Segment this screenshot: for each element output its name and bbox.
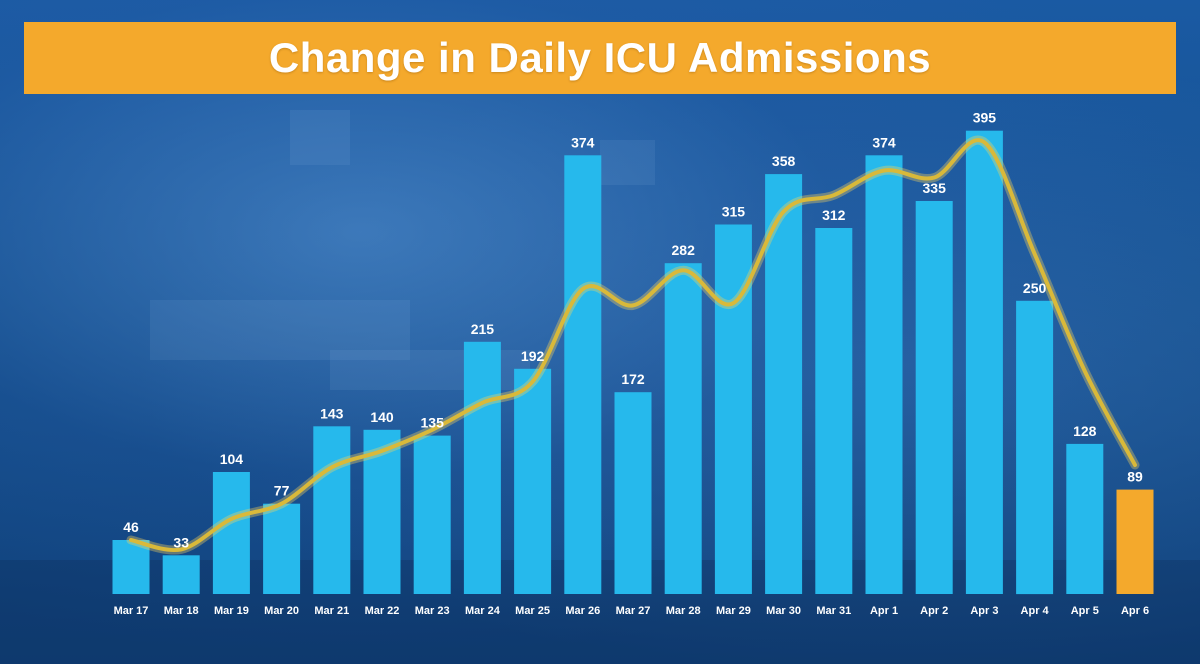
x-tick-label: Apr 2	[920, 605, 948, 617]
trend-line	[129, 138, 1137, 553]
bar-mar-28	[664, 263, 702, 594]
bar-value-label: 192	[521, 348, 545, 364]
bar-value-label: 312	[822, 207, 846, 223]
x-tick-label: Mar 26	[565, 605, 600, 617]
bar-value-label: 215	[471, 321, 495, 337]
x-tick-label: Mar 21	[314, 605, 349, 617]
bar-mar-19	[212, 472, 250, 594]
x-tick-label: Mar 28	[666, 605, 701, 617]
x-tick-label: Mar 25	[515, 605, 550, 617]
bar-apr-6	[1116, 489, 1154, 594]
bar-mar-21	[313, 426, 351, 594]
x-tick-label: Mar 30	[766, 605, 801, 617]
bar-value-label: 282	[672, 242, 696, 258]
bar-mar-23	[413, 435, 451, 594]
x-tick-label: Apr 1	[870, 605, 898, 617]
bar-mar-22	[363, 429, 401, 594]
x-tick-label: Mar 18	[164, 605, 199, 617]
bar-value-label: 374	[571, 134, 595, 150]
x-tick-label: Mar 17	[114, 605, 149, 617]
bar-mar-24	[463, 341, 501, 594]
x-tick-label: Mar 19	[214, 605, 249, 617]
x-tick-label: Apr 5	[1071, 605, 1099, 617]
bar-value-label: 395	[973, 110, 997, 126]
bar-mar-27	[614, 392, 652, 594]
x-tick-label: Mar 31	[816, 605, 851, 617]
bar-value-label: 46	[123, 519, 139, 535]
title-banner: Change in Daily ICU Admissions	[24, 22, 1176, 94]
background-bed-shape	[150, 300, 410, 360]
bar-value-label: 33	[173, 534, 189, 550]
chart-title: Change in Daily ICU Admissions	[268, 34, 932, 81]
bar-apr-5	[1066, 443, 1104, 594]
bar-mar-17	[112, 540, 150, 594]
background-monitor-shape	[290, 110, 350, 165]
bar-apr-2	[915, 201, 953, 594]
x-tick-label: Mar 23	[415, 605, 450, 617]
x-tick-label: Mar 24	[465, 605, 501, 617]
bar-value-label: 77	[274, 483, 290, 499]
bar-apr-3	[965, 130, 1003, 594]
x-tick-label: Mar 27	[616, 605, 651, 617]
x-tick-label: Mar 20	[264, 605, 299, 617]
x-tick-label: Mar 29	[716, 605, 751, 617]
bar-apr-4	[1016, 300, 1054, 595]
bar-value-label: 140	[370, 409, 394, 425]
bar-value-label: 250	[1023, 280, 1047, 296]
bar-mar-18	[162, 555, 200, 594]
bar-value-label: 143	[320, 405, 344, 421]
x-tick-label: Apr 4	[1021, 605, 1050, 617]
bar-mar-26	[564, 155, 602, 595]
bar-value-label: 89	[1127, 469, 1143, 485]
bar-mar-20	[263, 503, 301, 594]
x-tick-label: Mar 22	[365, 605, 400, 617]
x-tick-label: Apr 3	[970, 605, 998, 617]
bar-mar-25	[514, 368, 552, 594]
x-tick-label: Apr 6	[1121, 605, 1149, 617]
bar-mar-31	[815, 228, 853, 594]
bar-value-label: 128	[1073, 423, 1097, 439]
background-monitor-shape	[600, 140, 655, 185]
bar-value-label: 135	[421, 415, 445, 431]
bar-mar-30	[765, 174, 803, 594]
bar-value-label: 104	[220, 451, 244, 467]
bar-apr-1	[865, 155, 903, 595]
bar-value-label: 374	[872, 134, 896, 150]
bar-value-label: 315	[722, 204, 746, 220]
bar-value-label: 358	[772, 153, 796, 169]
bar-value-label: 335	[923, 180, 947, 196]
bar-value-label: 172	[621, 371, 645, 387]
